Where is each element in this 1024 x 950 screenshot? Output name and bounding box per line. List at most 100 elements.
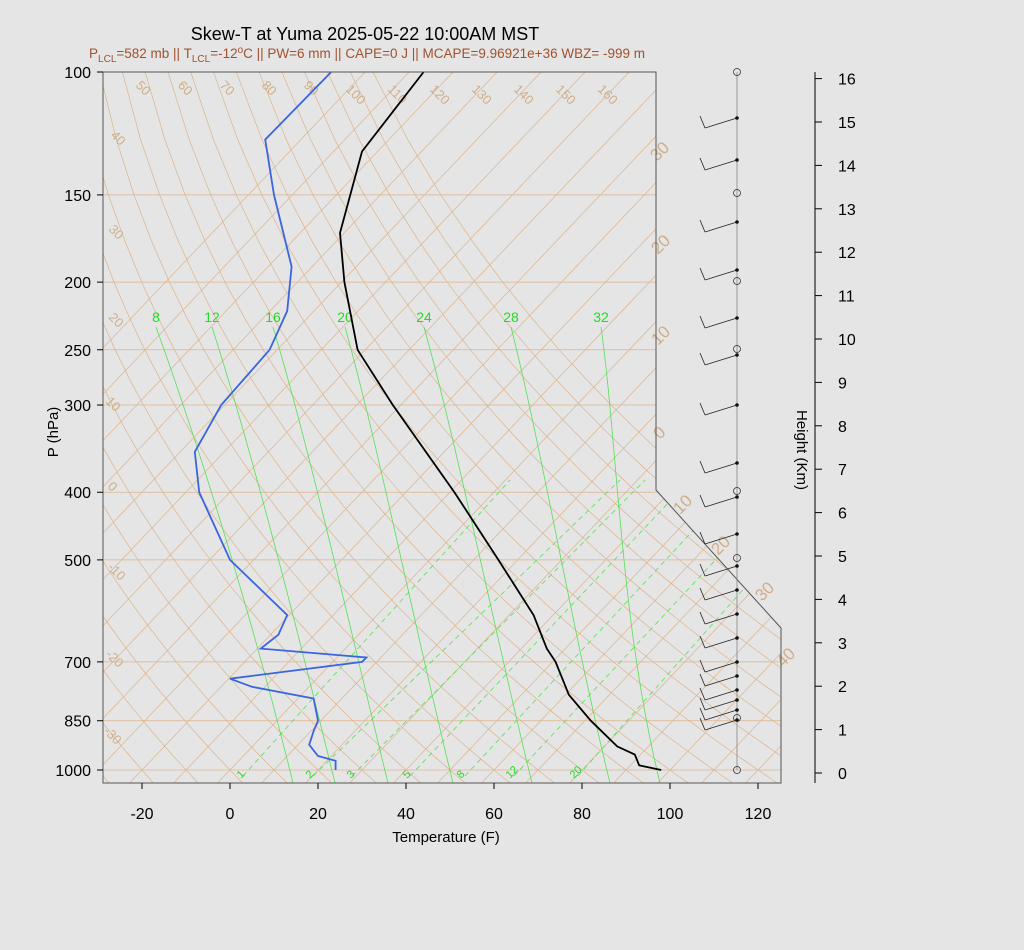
x-tick-label: 100 [657,806,684,823]
isotherm-label-right: 20 [647,231,674,258]
wind-barb-flag [699,267,706,281]
barb-dot [735,588,739,592]
wind-barb [704,689,738,701]
subtitle-part-1: P [89,46,98,61]
barb-dot [735,461,739,465]
mixing-ratio-label: 12 [504,764,521,781]
barb-dot [735,158,739,162]
barb-circle [733,487,741,495]
barb-circle [733,277,741,285]
height-tick-label: 1 [838,723,847,740]
height-tick-label: 13 [838,202,856,219]
dry-adiabat-line [122,72,647,783]
wind-barb-flag [699,115,706,129]
isotherm-line [611,72,781,783]
y-tick-label: 250 [64,343,91,360]
isotherm-label: 130 [469,82,495,108]
height-tick-label: 9 [838,375,847,392]
wind-barb-flag [699,673,706,687]
wind-barb-flag [699,157,706,171]
isotherm-line [127,72,781,783]
height-axis-label: Height (Km) [793,410,810,490]
barb-dot [735,220,739,224]
height-tick-label: 6 [838,506,847,523]
y-tick-label: 400 [64,485,91,502]
isotherm-line [103,72,781,783]
barb-dot [735,674,739,678]
dry-adiabat-line [304,72,781,783]
dry-adiabat-line [103,72,379,783]
moist-adiabat-label: 16 [265,309,281,325]
wind-barb-flag [699,219,706,233]
wind-barb-flag [699,717,706,731]
moist-adiabat-line [423,326,533,783]
subtitle-part-4: LCL [192,54,211,65]
subtitle-part-5: =-12 [210,46,237,61]
wind-barb [704,675,738,687]
wind-barb [704,709,738,721]
wind-barb-flag [699,611,706,625]
isotherm-label: 140 [511,82,537,108]
wind-barb-flag [699,659,706,673]
isotherm-label: 70 [217,78,238,99]
wind-barb-flag [699,402,706,416]
isotherm-label: 120 [427,82,453,108]
moist-adiabat-line [510,326,611,783]
height-tick-label: 8 [838,419,847,436]
isotherm-label: -20 [103,647,127,671]
dry-adiabat-line [349,72,781,783]
wind-barb [704,317,738,329]
isotherm-line [259,72,781,783]
subtitle-part-2: LCL [98,54,117,65]
barb-dot [735,353,739,357]
moist-adiabat-label: 28 [503,309,519,325]
barb-dot [735,698,739,702]
isotherm-line [964,40,1024,785]
isotherm-line [1008,40,1024,785]
barb-dot [735,316,739,320]
wind-barb-flag [699,587,706,601]
dry-adiabat-line [258,72,781,783]
y-axis-label: P (hPa) [45,407,62,458]
y-tick-label: 200 [64,275,91,292]
dry-adiabat-line [144,72,691,783]
height-tick-label: 14 [838,158,856,175]
x-tick-label: -20 [130,806,153,823]
height-tick-label: 16 [838,72,856,89]
dry-adiabat-line [103,72,290,783]
dry-adiabat-line [103,72,557,783]
dry-adiabat-line [235,72,781,783]
isotherm-label: 30 [106,222,127,243]
wind-barb [704,565,738,577]
dry-adiabat-line [281,72,781,783]
wind-barb [704,613,738,625]
mixing-ratio-line [513,479,781,777]
moist-adiabat-line [211,326,336,783]
mixing-ratio-line [242,479,511,777]
barb-dot [735,268,739,272]
barb-dot [735,660,739,664]
barb-circle [733,68,741,76]
wind-barb [704,462,738,474]
moist-adiabat-line [272,326,389,783]
height-tick-label: 12 [838,245,856,262]
isotherm-line [103,72,704,783]
barb-dot [735,612,739,616]
y-tick-label: 500 [64,553,91,570]
wind-barb [704,117,738,129]
isotherm-line [103,72,660,783]
moist-adiabat-label: 24 [416,309,432,325]
moist-adiabat-label: 8 [152,309,160,325]
barb-dot [735,564,739,568]
wind-barb [704,637,738,649]
dry-adiabat-line [103,72,602,783]
subtitle-part-7: C || PW=6 mm || CAPE=0 J || MCAPE=9.9692… [243,46,645,61]
barb-circle [733,554,741,562]
dry-adiabat-line [103,72,424,783]
y-tick-label: 300 [64,398,91,415]
wind-barb [704,159,738,171]
chart-title: Skew-T at Yuma 2025-05-22 10:00AM MST [191,24,540,44]
mixing-ratio-line [577,479,781,777]
wind-barb [704,719,738,731]
barb-circle [733,714,741,722]
